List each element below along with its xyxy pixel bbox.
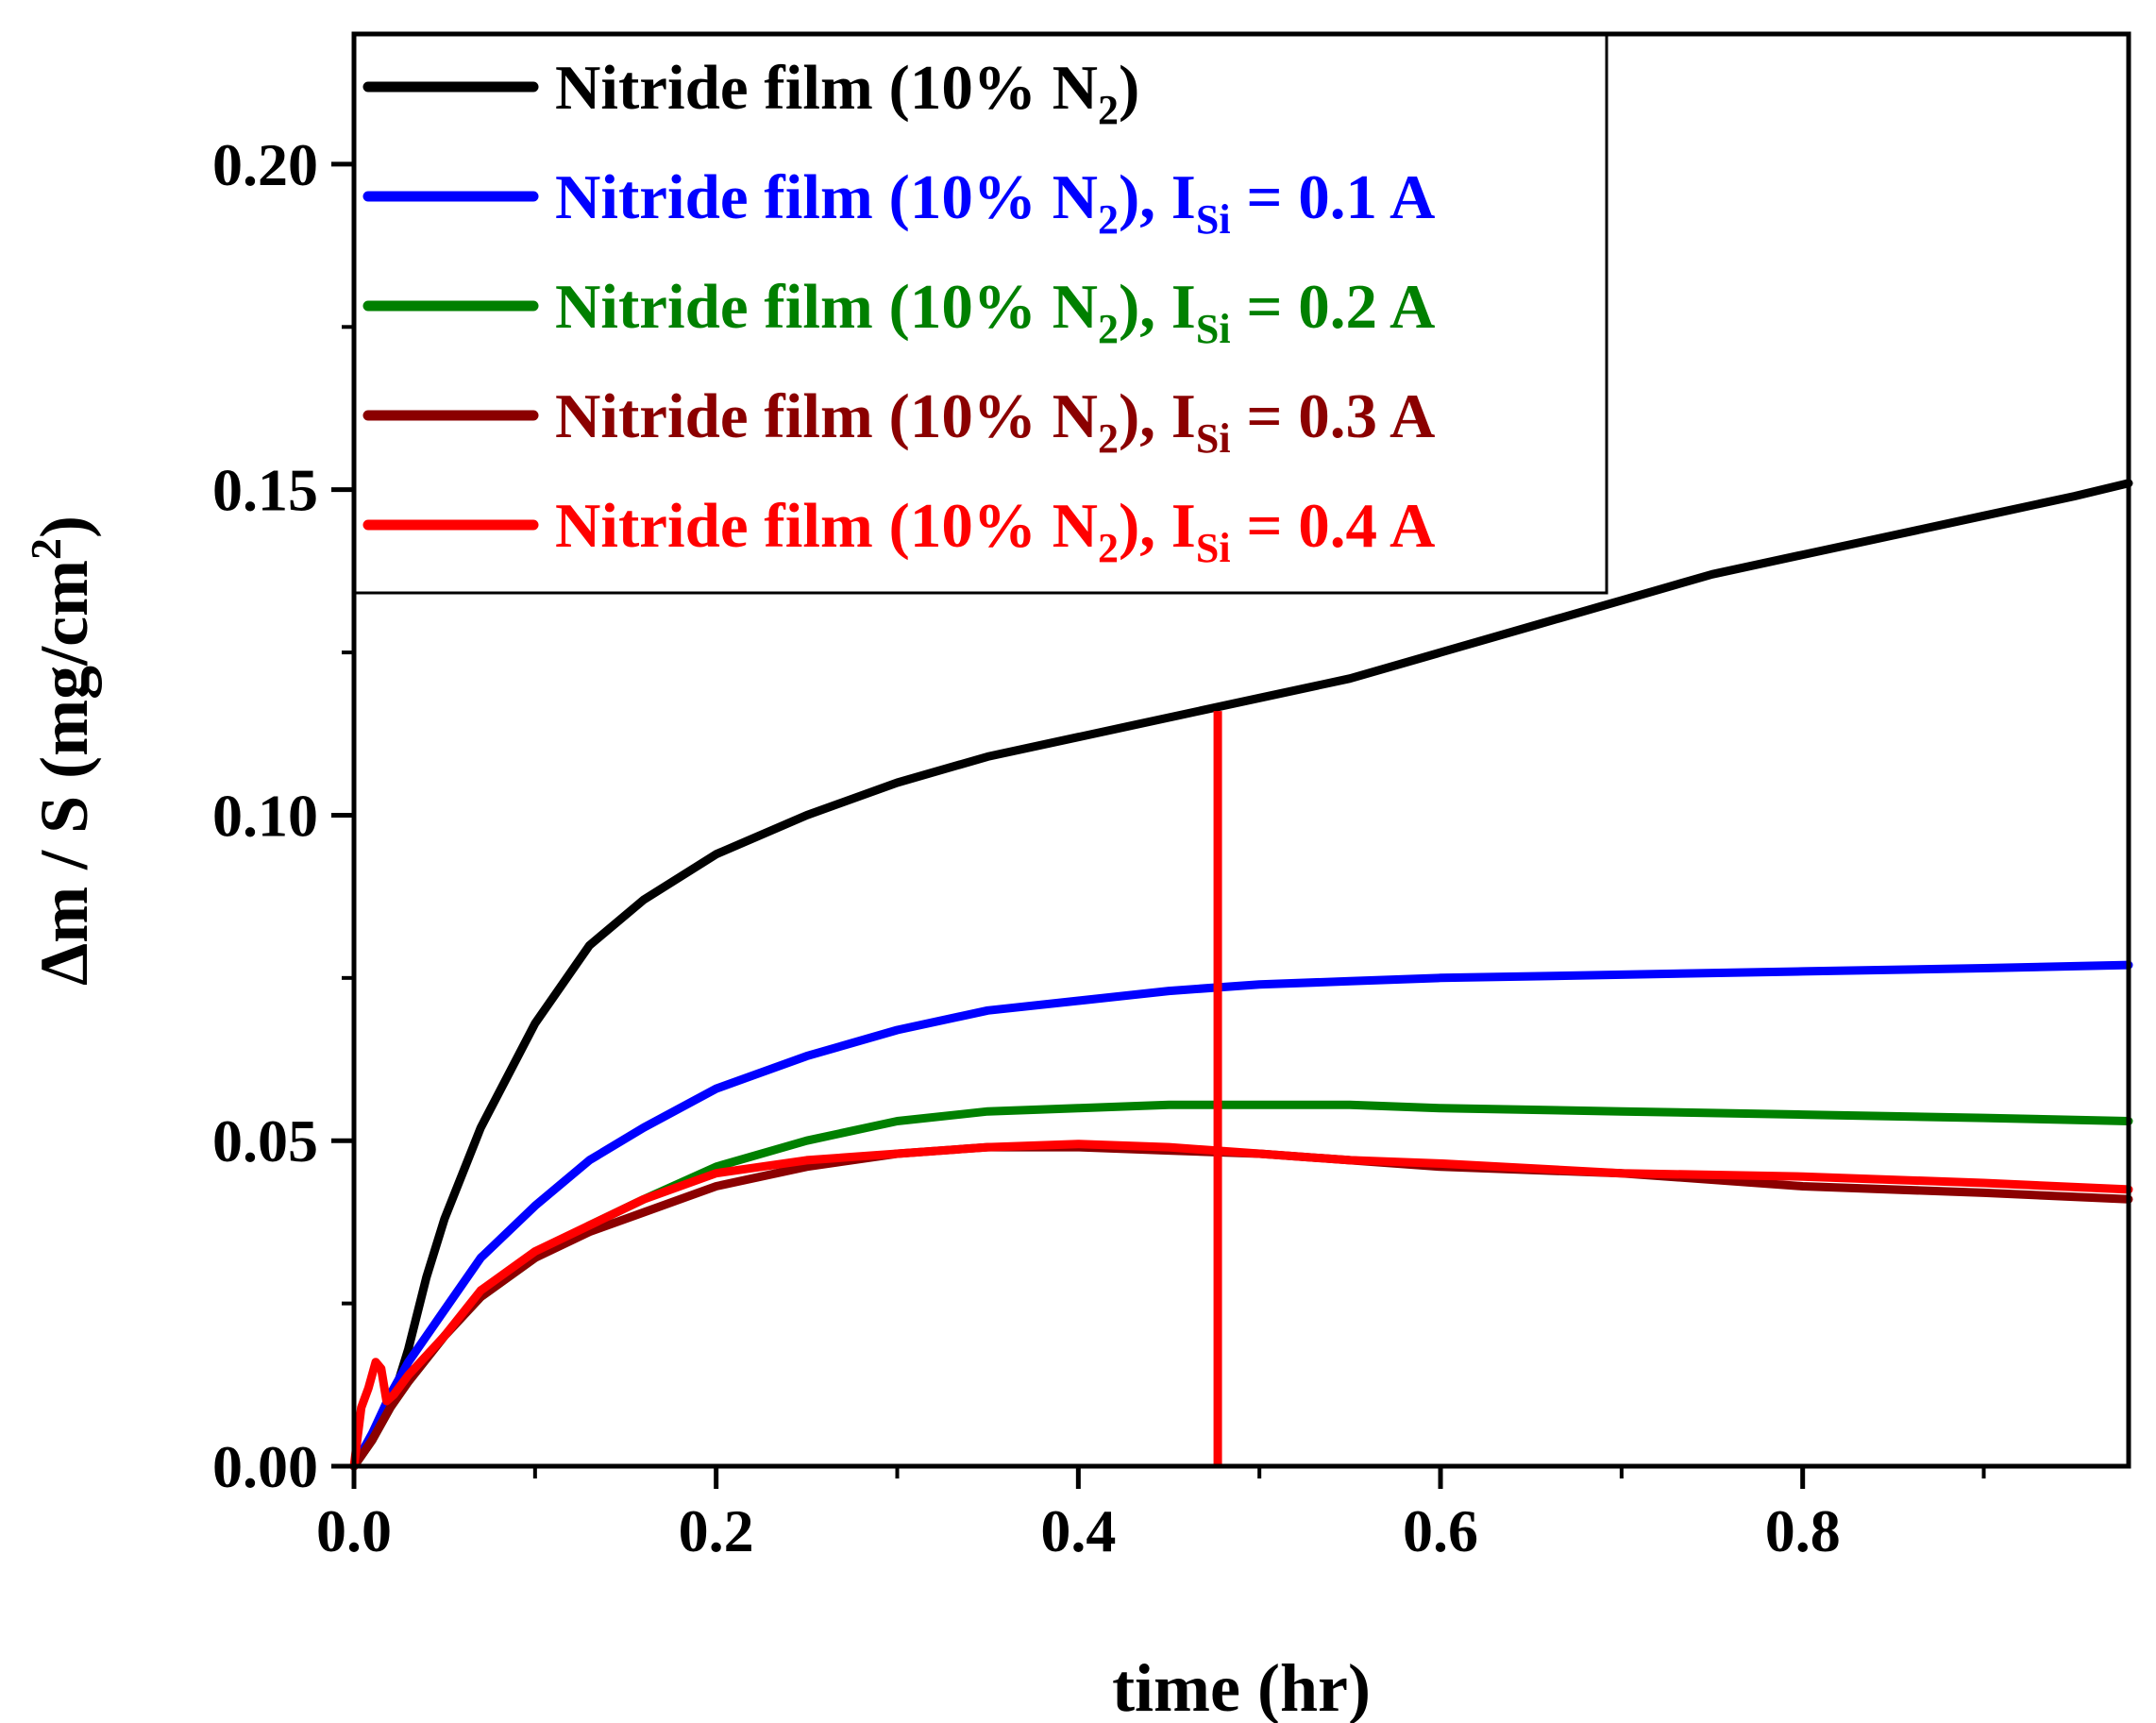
legend-entries: Nitride film (10% N2)Nitride film (10% N… bbox=[362, 53, 1435, 571]
x-axis-title: time (hr) bbox=[1112, 1650, 1371, 1723]
legend-label-current-subscript: Si bbox=[1196, 196, 1231, 243]
legend-label-current-value: = 0.3 A bbox=[1231, 381, 1436, 451]
legend-label-main: Nitride film (10% N bbox=[555, 53, 1098, 123]
legend-label-current-subscript: Si bbox=[1196, 415, 1231, 462]
legend-label-current-value: = 0.4 A bbox=[1231, 491, 1436, 561]
y-axis-title: Δm / S (mg/cm2) bbox=[22, 515, 102, 986]
y-axis-title-suffix: ) bbox=[26, 515, 102, 538]
y-tick-label-3: 0.15 bbox=[212, 457, 318, 524]
x-tick-label-1: 0.2 bbox=[679, 1497, 754, 1564]
legend-label-main: Nitride film (10% N bbox=[555, 381, 1098, 451]
legend-label-tail: ) bbox=[1119, 53, 1139, 123]
legend-label-tail: ), bbox=[1119, 381, 1171, 451]
legend-label-current: I bbox=[1171, 162, 1196, 232]
x-tick-label-0: 0.0 bbox=[316, 1497, 392, 1564]
legend-label-current-value: = 0.1 A bbox=[1231, 162, 1436, 232]
series-line-1 bbox=[349, 960, 2133, 1471]
legend-label-subscript: 2 bbox=[1098, 196, 1119, 243]
legend-label-tail: ), bbox=[1119, 272, 1171, 342]
series-line-4 bbox=[349, 1140, 2133, 1471]
legend-label-3: Nitride film (10% N2), ISi = 0.3 A bbox=[555, 381, 1435, 462]
axis-layer: 0.0 0.2 0.4 0.6 0.8 0.00 0.05 0.10 0.15 0.20 bbox=[212, 131, 1986, 1564]
legend-label-main: Nitride film (10% N bbox=[555, 491, 1098, 561]
x-tick-label-4: 0.8 bbox=[1765, 1497, 1841, 1564]
y-tick-label-0: 0.00 bbox=[212, 1433, 318, 1500]
legend-label-main: Nitride film (10% N bbox=[555, 162, 1098, 232]
legend-label-current: I bbox=[1171, 272, 1196, 342]
series-layer bbox=[349, 479, 2133, 1471]
legend-label-current: I bbox=[1171, 491, 1196, 561]
legend-label-0: Nitride film (10% N2) bbox=[555, 53, 1139, 133]
legend-label-subscript: 2 bbox=[1098, 415, 1119, 462]
legend-label-4: Nitride film (10% N2), ISi = 0.4 A bbox=[555, 491, 1435, 571]
y-axis-title-prefix: Δm / S (mg/cm bbox=[26, 560, 102, 986]
legend-label-1: Nitride film (10% N2), ISi = 0.1 A bbox=[555, 162, 1435, 243]
legend-label-current-value: = 0.2 A bbox=[1231, 272, 1436, 342]
y-tick-label-4: 0.20 bbox=[212, 131, 318, 198]
x-tick-label-2: 0.4 bbox=[1040, 1497, 1116, 1564]
y-tick-label-2: 0.10 bbox=[212, 782, 318, 849]
x-tick-label-3: 0.6 bbox=[1403, 1497, 1478, 1564]
plot-frame bbox=[351, 31, 2131, 1469]
legend-label-main: Nitride film (10% N bbox=[555, 272, 1098, 342]
legend-label-subscript: 2 bbox=[1098, 525, 1119, 571]
legend-label-current: I bbox=[1171, 381, 1196, 451]
legend-label-tail: ), bbox=[1119, 162, 1171, 232]
legend-frame bbox=[352, 32, 1609, 595]
y-axis-title-superscript: 2 bbox=[22, 538, 70, 560]
y-tick-label-1: 0.05 bbox=[212, 1107, 318, 1174]
legend-label-subscript: 2 bbox=[1098, 87, 1119, 133]
legend-label-subscript: 2 bbox=[1098, 306, 1119, 352]
legend-label-tail: ), bbox=[1119, 491, 1171, 561]
legend-label-2: Nitride film (10% N2), ISi = 0.2 A bbox=[555, 272, 1435, 352]
legend-label-current-subscript: Si bbox=[1196, 525, 1231, 571]
legend: Nitride film (10% N2)Nitride film (10% N… bbox=[352, 32, 1609, 595]
series-line-0 bbox=[349, 479, 2133, 1471]
legend-label-current-subscript: Si bbox=[1196, 306, 1231, 352]
